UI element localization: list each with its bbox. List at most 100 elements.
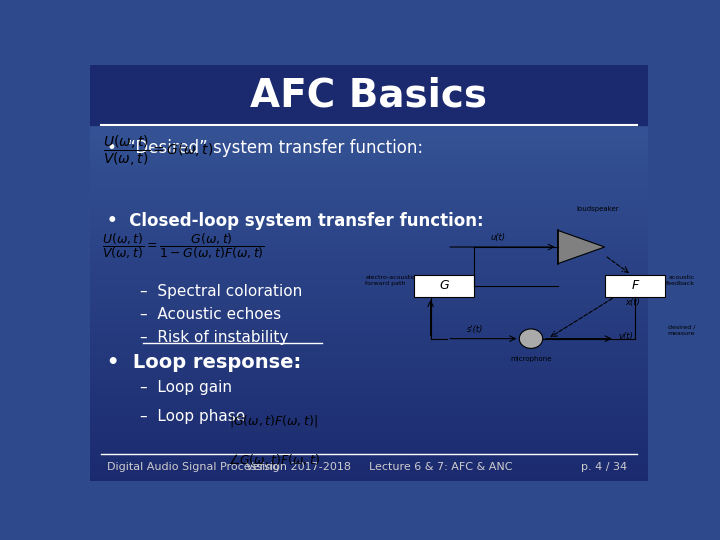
- Bar: [90, 464, 648, 468]
- Text: x(t): x(t): [625, 298, 639, 307]
- Bar: [90, 98, 648, 102]
- Bar: [90, 393, 648, 397]
- Bar: [90, 252, 648, 256]
- Bar: [90, 402, 648, 406]
- Bar: [414, 275, 474, 297]
- Bar: [90, 385, 648, 389]
- Bar: [90, 244, 648, 248]
- Bar: [90, 214, 648, 219]
- Bar: [90, 410, 648, 414]
- Bar: [90, 427, 648, 431]
- Text: u(t): u(t): [491, 233, 506, 242]
- Bar: [90, 206, 648, 210]
- Bar: [90, 460, 648, 464]
- Bar: [90, 185, 648, 190]
- Bar: [90, 94, 648, 98]
- Bar: [90, 173, 648, 177]
- Bar: [90, 343, 648, 348]
- Text: $\angle G(\omega,t)F(\omega,t)$: $\angle G(\omega,t)F(\omega,t)$: [228, 452, 320, 467]
- Bar: [90, 389, 648, 393]
- Bar: [90, 181, 648, 185]
- Text: $\dfrac{U(\omega,t)}{V(\omega,t)} = \dfrac{G(\omega,t)}{1 - G(\omega,t)F(\omega,: $\dfrac{U(\omega,t)}{V(\omega,t)} = \dfr…: [102, 231, 265, 261]
- Bar: [90, 352, 648, 356]
- Bar: [90, 136, 648, 140]
- Bar: [605, 275, 665, 297]
- Bar: [90, 235, 648, 239]
- Text: electro-acoustic
forward path: electro-acoustic forward path: [365, 275, 415, 286]
- Bar: [90, 439, 648, 443]
- Bar: [90, 65, 648, 125]
- Bar: [90, 106, 648, 111]
- Text: G: G: [439, 279, 449, 292]
- Text: AFC Basics: AFC Basics: [251, 77, 487, 115]
- Bar: [90, 90, 648, 94]
- Bar: [90, 368, 648, 373]
- Bar: [90, 294, 648, 298]
- Bar: [90, 268, 648, 273]
- Bar: [90, 476, 648, 481]
- Text: –  Loop gain: – Loop gain: [140, 380, 233, 395]
- Bar: [90, 306, 648, 310]
- Bar: [90, 69, 648, 73]
- Bar: [90, 298, 648, 302]
- Bar: [90, 397, 648, 402]
- Bar: [90, 194, 648, 198]
- Text: Version 2017-2018: Version 2017-2018: [246, 462, 351, 472]
- Bar: [90, 227, 648, 231]
- Bar: [90, 160, 648, 165]
- Text: •  Loop response:: • Loop response:: [107, 353, 301, 372]
- Bar: [90, 256, 648, 260]
- Bar: [90, 260, 648, 265]
- Bar: [90, 273, 648, 277]
- Text: Lecture 6 & 7: AFC & ANC: Lecture 6 & 7: AFC & ANC: [369, 462, 513, 472]
- Bar: [90, 422, 648, 427]
- Bar: [90, 231, 648, 235]
- Bar: [90, 322, 648, 327]
- Bar: [90, 285, 648, 289]
- Bar: [90, 114, 648, 119]
- Bar: [90, 364, 648, 368]
- Bar: [90, 281, 648, 285]
- Bar: [90, 360, 648, 364]
- Bar: [90, 377, 648, 381]
- Bar: [90, 82, 648, 85]
- Bar: [90, 219, 648, 223]
- Bar: [90, 239, 648, 244]
- Bar: [90, 77, 648, 82]
- Bar: [90, 144, 648, 148]
- Text: Digital Audio Signal Processing: Digital Audio Signal Processing: [107, 462, 279, 472]
- Bar: [90, 447, 648, 451]
- Polygon shape: [558, 231, 605, 264]
- Bar: [90, 119, 648, 123]
- Bar: [90, 190, 648, 194]
- Text: microphone: microphone: [510, 356, 552, 362]
- Bar: [90, 468, 648, 472]
- Bar: [90, 156, 648, 160]
- Bar: [90, 198, 648, 202]
- Bar: [90, 127, 648, 131]
- Text: $|G(\omega,t)F(\omega,t)|$: $|G(\omega,t)F(\omega,t)|$: [229, 413, 318, 429]
- Bar: [90, 356, 648, 360]
- Circle shape: [519, 329, 543, 348]
- Bar: [90, 131, 648, 136]
- Bar: [90, 302, 648, 306]
- Text: desired /
measure: desired / measure: [667, 325, 695, 336]
- Bar: [90, 165, 648, 168]
- Bar: [90, 418, 648, 422]
- Bar: [90, 331, 648, 335]
- Bar: [90, 406, 648, 410]
- Bar: [90, 85, 648, 90]
- Text: p. 4 / 34: p. 4 / 34: [581, 462, 627, 472]
- Bar: [90, 102, 648, 106]
- Bar: [90, 348, 648, 352]
- Bar: [90, 140, 648, 144]
- Text: F: F: [631, 279, 639, 292]
- Bar: [90, 248, 648, 252]
- Bar: [90, 435, 648, 439]
- Bar: [90, 111, 648, 114]
- Bar: [90, 335, 648, 339]
- Bar: [90, 339, 648, 343]
- Bar: [90, 310, 648, 314]
- Bar: [90, 456, 648, 460]
- Bar: [90, 148, 648, 152]
